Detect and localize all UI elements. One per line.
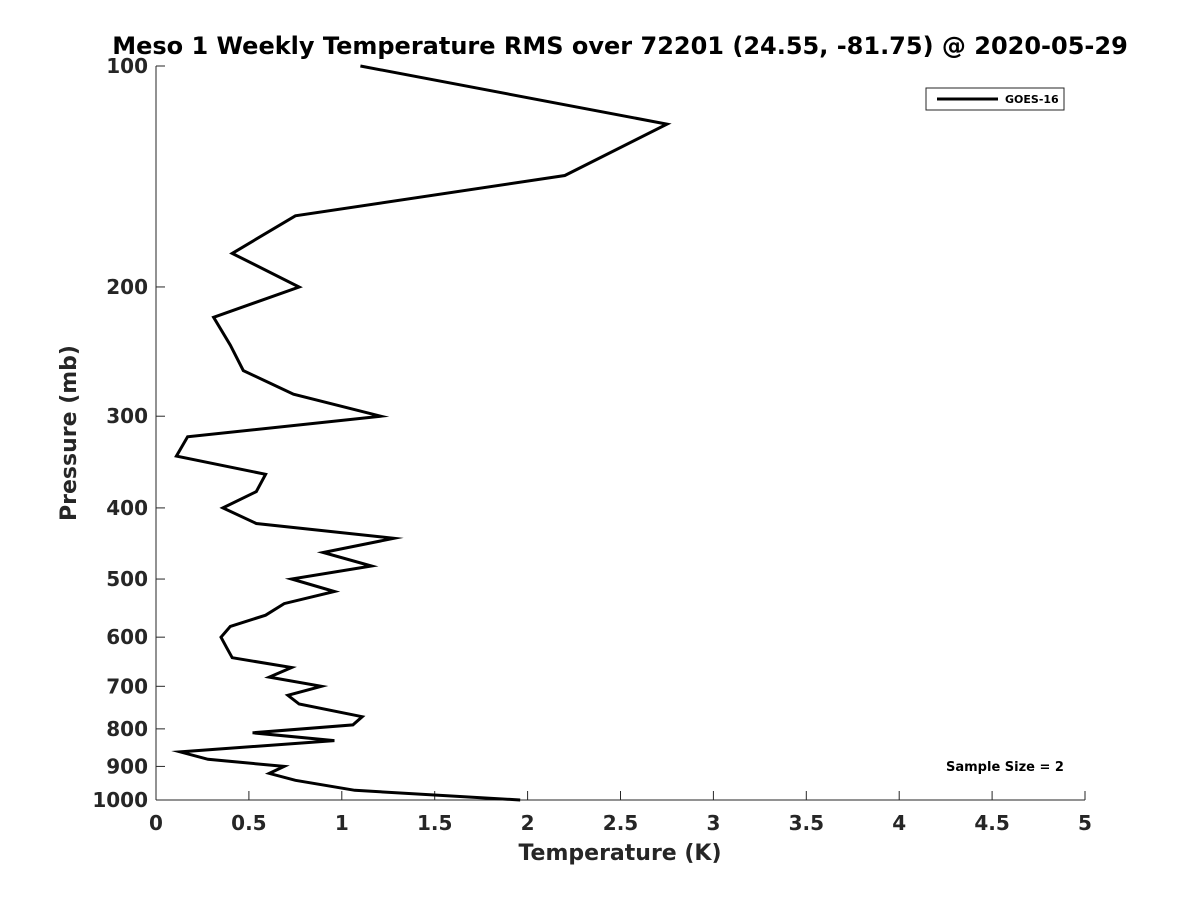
- sample-size-annotation: Sample Size = 2: [946, 760, 1064, 775]
- x-tick-label: 1: [335, 811, 349, 835]
- y-tick-label: 500: [106, 567, 148, 591]
- x-tick-label: 4: [892, 811, 906, 835]
- x-tick-label: 4.5: [974, 811, 1009, 835]
- x-tick-label: 2.5: [603, 811, 638, 835]
- y-tick-label: 800: [106, 717, 148, 741]
- x-tick-label: 1.5: [417, 811, 452, 835]
- series-layer: [171, 64, 672, 802]
- x-tick-label: 0: [149, 811, 163, 835]
- series-line-goes-16: [171, 64, 672, 802]
- y-ticks: 100 200 300 400 500 600 700 800 900 1000: [92, 54, 165, 812]
- legend-label: GOES-16: [1005, 93, 1059, 106]
- x-tick-label: 0.5: [231, 811, 266, 835]
- y-tick-label: 200: [106, 275, 148, 299]
- x-tick-label: 2: [521, 811, 535, 835]
- y-tick-label: 900: [106, 754, 148, 778]
- legend: GOES-16: [925, 87, 1065, 111]
- y-tick-label: 100: [106, 54, 148, 78]
- x-axis-label: Temperature (K): [518, 841, 721, 866]
- y-tick-label: 1000: [92, 788, 148, 812]
- y-tick-label: 600: [106, 625, 148, 649]
- y-tick-label: 400: [106, 496, 148, 520]
- x-tick-label: 3.5: [789, 811, 824, 835]
- y-axis-label: Pressure (mb): [57, 345, 82, 521]
- y-tick-label: 300: [106, 404, 148, 428]
- x-tick-label: 5: [1078, 811, 1092, 835]
- y-tick-label: 700: [106, 674, 148, 698]
- x-ticks: 0 0.5 1 1.5 2 2.5 3 3.5 4 4.5 5: [149, 791, 1092, 835]
- x-tick-label: 3: [706, 811, 720, 835]
- chart-title: Meso 1 Weekly Temperature RMS over 72201…: [112, 32, 1128, 60]
